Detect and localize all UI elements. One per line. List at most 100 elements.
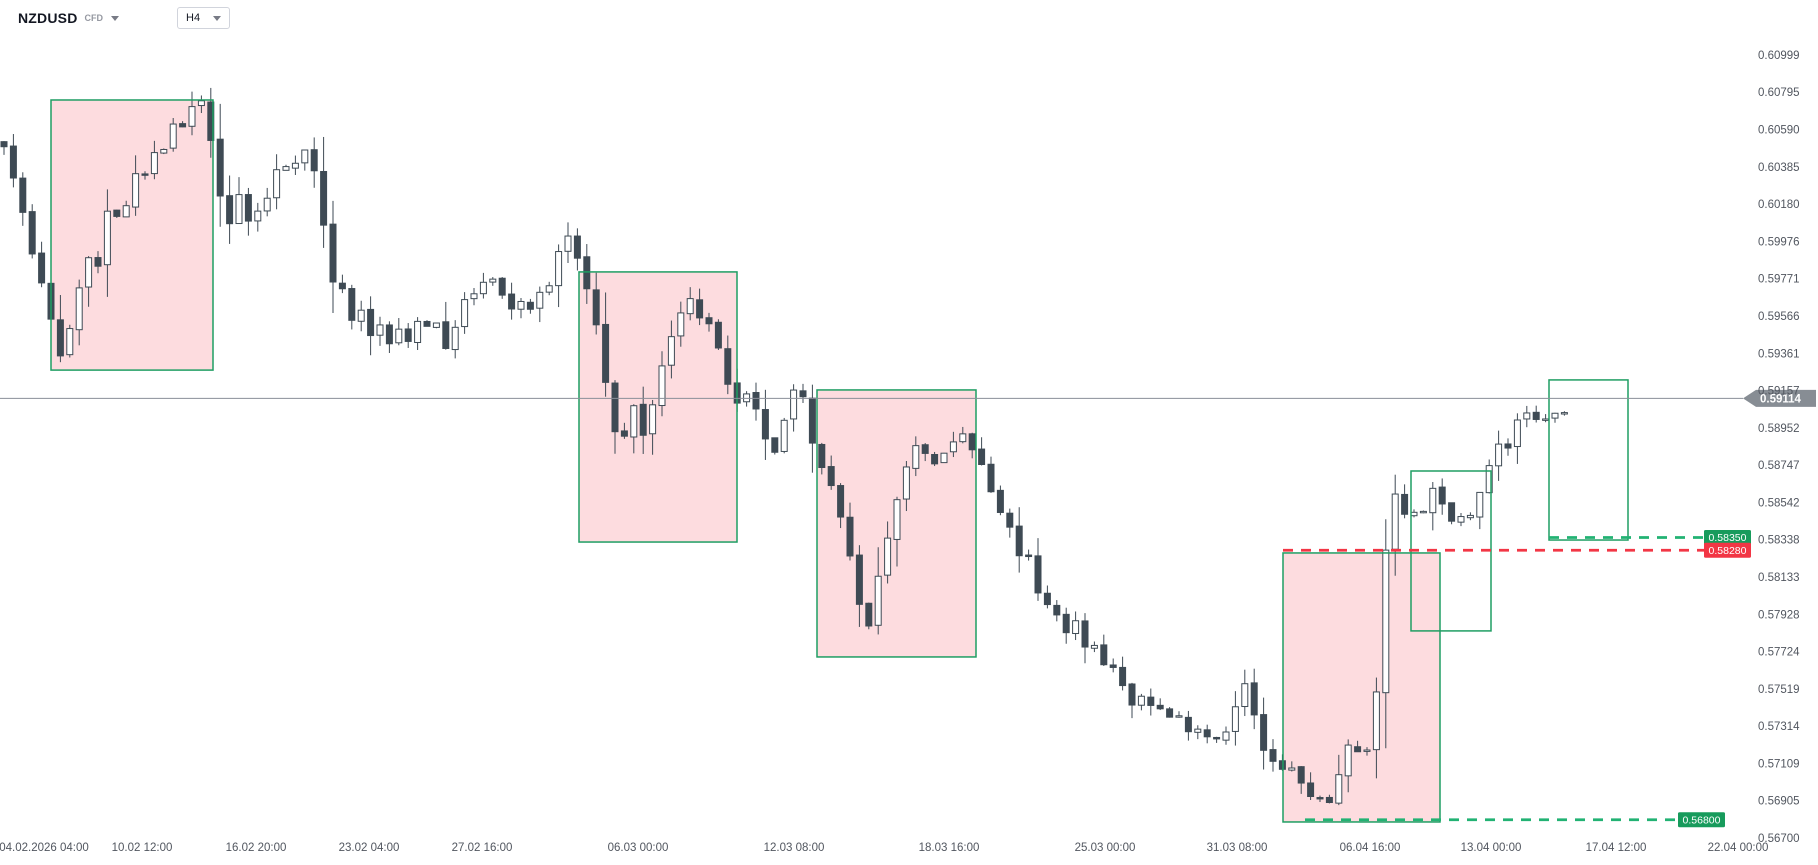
price-axis-tick: 0.57519	[1758, 684, 1800, 696]
candle-body	[113, 209, 121, 217]
chevron-down-icon	[111, 15, 120, 21]
candle-body	[1504, 443, 1512, 449]
candle-body	[1072, 620, 1080, 635]
candle-body	[649, 404, 657, 435]
candle-body	[855, 554, 863, 605]
candle-body	[348, 288, 356, 321]
candle-body	[639, 403, 647, 436]
candle-body	[1513, 419, 1521, 448]
candle-body	[874, 575, 882, 626]
candle-body	[1476, 491, 1484, 518]
candle-body	[273, 169, 281, 199]
highlight-zone-fill[interactable]	[1283, 552, 1440, 822]
timeframe-select[interactable]: H4	[177, 7, 231, 29]
candle-body	[1062, 613, 1070, 634]
highlight-zone[interactable]	[1282, 552, 1441, 823]
price-axis-tick: 0.59157	[1758, 385, 1800, 397]
candle-body	[479, 281, 487, 295]
candle-body	[1410, 511, 1418, 517]
candle-body	[357, 309, 365, 322]
candle-body	[385, 324, 393, 345]
price-axis-tick: 0.58133	[1758, 572, 1800, 584]
price-axis-tick: 0.60795	[1758, 87, 1800, 99]
candle-body	[1542, 418, 1550, 421]
candle-body	[884, 537, 892, 576]
price-axis-tick: 0.60180	[1758, 199, 1800, 211]
candle-body	[761, 409, 769, 440]
time-axis-tick: 12.03 08:00	[764, 842, 825, 854]
candle-body	[724, 348, 732, 385]
candle-body	[1532, 411, 1540, 420]
candle-body	[470, 293, 478, 300]
candle-body	[1241, 683, 1249, 708]
candle-body	[263, 197, 271, 212]
candle-body	[1372, 691, 1380, 751]
candle-body	[1438, 486, 1446, 505]
highlight-zone[interactable]	[578, 271, 738, 543]
candle-body	[771, 437, 779, 453]
candle-body	[498, 277, 506, 296]
price-level-label-text: 0.56800	[1683, 814, 1721, 826]
time-axis-tick: 25.03 00:00	[1075, 842, 1136, 854]
price-level-label[interactable]	[1678, 812, 1725, 828]
price-level-label-text: 0.58280	[1709, 545, 1747, 557]
candle-body	[461, 299, 469, 328]
time-axis-tick: 23.02 04:00	[339, 842, 400, 854]
candle-body	[592, 289, 600, 326]
candle-body	[1288, 767, 1296, 771]
price-axis-tick: 0.58338	[1758, 535, 1800, 547]
highlight-zone[interactable]	[50, 99, 214, 371]
price-level-label[interactable]	[1704, 529, 1751, 545]
candle-body	[1260, 714, 1268, 751]
candle-body	[1551, 412, 1559, 419]
candle-body	[686, 298, 694, 315]
candle-body	[1053, 604, 1061, 616]
candle-body	[1222, 731, 1230, 741]
candle-body	[1354, 746, 1362, 753]
symbol-name: NZDUSD	[18, 10, 78, 26]
candle-body	[1043, 592, 1051, 606]
time-axis-tick: 17.04 12:00	[1586, 842, 1647, 854]
candle-body	[1015, 525, 1023, 557]
symbol-button[interactable]: NZDUSD CFD	[14, 8, 123, 28]
highlight-zone-fill[interactable]	[579, 271, 737, 543]
candle-body	[1175, 715, 1183, 718]
candle-body	[912, 445, 920, 469]
highlight-zone-fill[interactable]	[51, 99, 213, 371]
time-axis-tick: 04.02.2026 04:00	[0, 842, 89, 854]
candle-body	[432, 322, 440, 328]
candle-body	[310, 149, 318, 172]
price-level-label[interactable]	[1704, 542, 1751, 558]
candle-body	[1297, 766, 1305, 784]
candle-body	[611, 382, 619, 433]
price-axis-tick: 0.59771	[1758, 274, 1800, 286]
projection-box[interactable]	[1548, 379, 1629, 541]
candle-body	[85, 257, 93, 288]
candle-body	[1307, 782, 1315, 797]
price-axis-tick: 0.59566	[1758, 311, 1800, 323]
candle-body	[865, 602, 873, 627]
candle-body	[122, 205, 130, 218]
candle-body	[28, 211, 36, 255]
candle-body	[620, 430, 628, 437]
candle-body	[329, 223, 337, 283]
price-axis-tick: 0.57314	[1758, 721, 1800, 733]
candle-body	[696, 299, 704, 319]
candle-body	[367, 308, 375, 337]
highlight-zone[interactable]	[816, 389, 977, 658]
price-axis-tick: 0.56905	[1758, 796, 1800, 808]
candle-body	[1382, 549, 1390, 694]
candle-body	[1090, 644, 1098, 649]
candle-body	[56, 319, 64, 357]
candle-body	[66, 328, 74, 356]
candle-body	[808, 397, 816, 444]
time-axis-tick: 18.03 16:00	[919, 842, 980, 854]
candle-body	[1081, 620, 1089, 648]
candle-body	[188, 106, 196, 127]
candle-body	[1128, 683, 1136, 706]
candle-body	[1363, 749, 1371, 752]
candle-body	[1194, 728, 1202, 733]
candle-body	[1316, 797, 1324, 800]
